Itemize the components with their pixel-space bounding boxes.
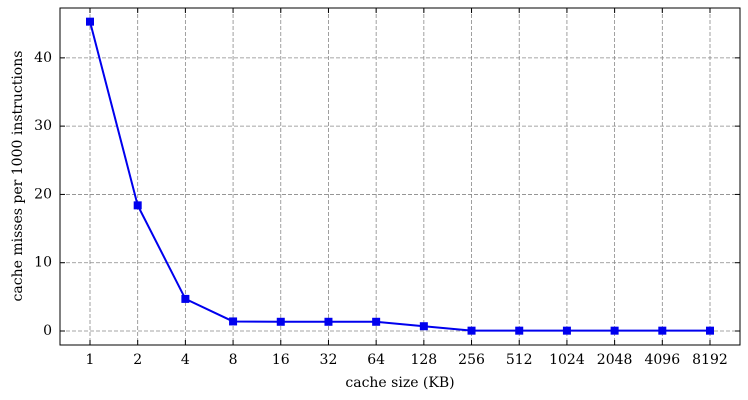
- point-marker: [610, 326, 619, 335]
- point-marker: [276, 317, 285, 326]
- y-tick-label: 0: [43, 323, 52, 339]
- x-tick-label: 16: [272, 352, 290, 368]
- x-tick-label: 2: [133, 352, 142, 368]
- point-marker: [133, 201, 142, 210]
- y-tick-label: 40: [34, 50, 52, 66]
- plot-frame: [59, 7, 741, 346]
- point-marker: [706, 326, 714, 335]
- x-tick-label: 512: [506, 352, 533, 368]
- x-tick-label: 1024: [549, 352, 585, 368]
- point-marker: [515, 326, 524, 335]
- y-tick-label: 10: [34, 255, 52, 271]
- x-tick-label: 4: [181, 352, 190, 368]
- y-tick-label: 20: [34, 186, 52, 202]
- point-marker: [658, 326, 667, 335]
- point-marker: [419, 322, 428, 331]
- x-tick-label: 8: [229, 352, 238, 368]
- x-tick-label: 256: [458, 352, 485, 368]
- series-line: [89, 21, 710, 332]
- x-tick-label: 32: [320, 352, 338, 368]
- x-tick-label: 2048: [597, 352, 633, 368]
- x-tick-label: 8192: [692, 352, 728, 368]
- x-tick-label: 1: [86, 352, 95, 368]
- y-axis-label: cache misses per 1000 instructions: [10, 51, 26, 302]
- point-marker: [229, 317, 238, 326]
- point-marker: [181, 294, 190, 303]
- point-marker: [467, 326, 476, 335]
- point-marker: [562, 326, 571, 335]
- point-marker: [372, 317, 381, 326]
- point-marker: [86, 17, 94, 26]
- x-tick-label: 128: [410, 352, 437, 368]
- x-tick-label: 4096: [644, 352, 680, 368]
- point-marker: [324, 317, 333, 326]
- x-tick-label: 64: [367, 352, 385, 368]
- y-tick-label: 30: [34, 118, 52, 134]
- x-axis-label: cache size (KB): [345, 375, 454, 391]
